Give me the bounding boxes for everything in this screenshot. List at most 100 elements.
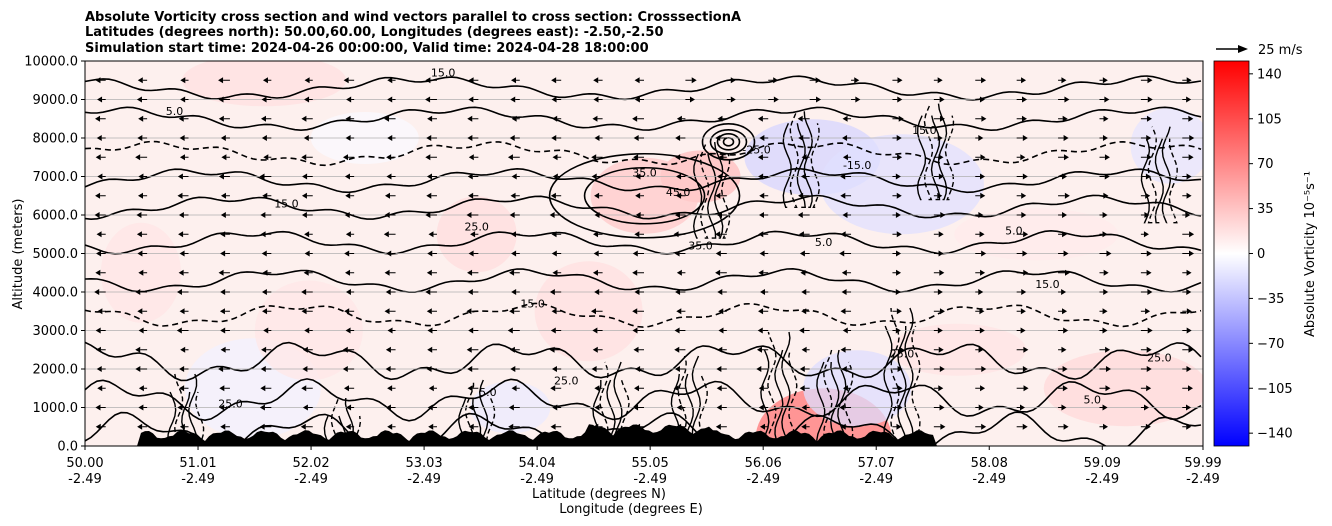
wind-vector-head — [632, 269, 638, 276]
wind-vector-head — [345, 231, 351, 238]
contour-cluster-line — [620, 379, 630, 446]
wind-vector-head — [511, 115, 517, 122]
wind-vector-head — [260, 212, 266, 218]
wind-vector-head — [385, 346, 391, 353]
plot-area: 15.0 25.0 15.0 35.0 45.0 5.0 15.0 5.0 15.0 25.0 25… — [84, 60, 1204, 447]
contour-label: 5.0 — [479, 386, 497, 399]
wind-vector-head — [978, 212, 984, 218]
wind-vector-head — [1062, 115, 1068, 122]
wind-vector-head — [1186, 423, 1192, 430]
wind-vector-head — [177, 404, 183, 411]
wind-vector-head — [939, 366, 945, 372]
contour-line — [85, 411, 1202, 446]
wind-vector-head — [1144, 212, 1150, 218]
contour-labels: 15.0 25.0 15.0 35.0 45.0 5.0 15.0 5.0 15.0 25.0 25… — [166, 66, 1172, 410]
wind-vector-head — [1102, 231, 1108, 238]
wind-vector-head — [301, 192, 307, 199]
wind-vector-head — [551, 308, 557, 315]
wind-vector-head — [135, 154, 141, 161]
colorbar-gradient — [1213, 60, 1250, 447]
wind-vector-head — [981, 115, 987, 122]
x-tick-label-latitude: 53.03 — [405, 456, 442, 471]
contour-cluster-line — [1168, 138, 1178, 224]
wind-vector-head — [634, 385, 640, 392]
wind-vector-head — [939, 269, 945, 276]
contour-cluster-line — [677, 355, 688, 446]
wind-vector-head — [1186, 96, 1192, 103]
wind-vector-head — [220, 423, 226, 430]
x-tick-label-latitude: 58.08 — [971, 456, 1008, 471]
wind-vector-head — [898, 115, 904, 122]
wind-vector-head — [1146, 135, 1152, 141]
wind-vector-head — [718, 327, 724, 334]
wind-vector-head — [180, 96, 186, 103]
wind-vector-head — [1103, 289, 1109, 295]
wind-vector-head — [552, 269, 558, 276]
wind-vector-head — [1063, 135, 1069, 141]
wind-vector-head — [840, 231, 846, 238]
colorbar-ticks: −140 −105 −70 −35 0 35 70 105 140 — [1249, 67, 1293, 442]
wind-vector-head — [592, 115, 598, 122]
wind-vector-head — [756, 366, 762, 372]
wind-vector-head — [177, 173, 183, 180]
wind-vector-head — [1064, 192, 1070, 199]
wind-vector-head — [466, 308, 472, 315]
wind-vector-head — [95, 154, 101, 161]
wind-vector-head — [980, 154, 986, 161]
wind-vector-head — [137, 192, 143, 199]
wind-vector-head — [426, 269, 432, 276]
wind-vector-head — [468, 154, 474, 161]
wind-vector-head — [510, 231, 516, 238]
wind-vector-head — [1146, 269, 1152, 276]
wind-vector-head — [263, 154, 269, 161]
x-tick-label-latitude: 56.06 — [745, 456, 782, 471]
wind-vector-head — [1147, 96, 1153, 103]
wind-vector-head — [1186, 308, 1192, 315]
wind-vector-head — [260, 385, 266, 392]
wind-vector-head — [840, 308, 846, 315]
wind-vector-head — [634, 96, 640, 103]
wind-vector-head — [260, 366, 266, 372]
wind-vector-head — [345, 327, 351, 334]
wind-vector-head — [674, 327, 680, 334]
wind-vector-head — [895, 289, 901, 295]
wind-vector-head — [1062, 308, 1068, 315]
wind-vector-head — [715, 423, 721, 430]
contour-label: -25.0 — [742, 143, 770, 156]
contour-line — [85, 341, 1202, 382]
wind-vector-head — [1105, 346, 1111, 353]
wind-vector-head — [676, 192, 682, 199]
wind-vector-head — [896, 135, 902, 141]
wind-vector-head — [676, 115, 682, 122]
wind-vector-head — [219, 404, 225, 411]
wind-vector-head — [345, 269, 351, 276]
wind-vector-head — [385, 404, 391, 411]
wind-vector-head — [301, 212, 307, 218]
wind-vector-head — [715, 192, 721, 199]
wind-vector-head — [896, 231, 902, 238]
contour-label: 15.0 — [520, 297, 545, 310]
wind-vector-head — [1146, 346, 1152, 353]
wind-vector-head — [303, 269, 309, 276]
wind-vector-head — [384, 212, 390, 218]
wind-vector-head — [136, 96, 142, 103]
wind-vector-head — [427, 346, 433, 353]
contour-label: 5.0 — [815, 236, 833, 249]
wind-vector-head — [1022, 250, 1028, 257]
contour-label: 25.0 — [218, 398, 243, 411]
wind-vector-head — [550, 423, 556, 430]
wind-vector-head — [1143, 231, 1149, 238]
wind-vector-head — [1106, 250, 1112, 257]
wind-vector-head — [592, 269, 598, 276]
wind-vector-head — [552, 154, 558, 161]
wind-vector-head — [425, 77, 431, 84]
wind-vector-head — [510, 192, 516, 199]
wind-vector-head — [551, 366, 557, 372]
wind-vector-head — [549, 289, 555, 295]
wind-vector-head — [95, 404, 101, 411]
contour-cluster-line — [803, 111, 813, 208]
wind-vector-head — [1145, 308, 1151, 315]
wind-vector-head — [716, 404, 722, 411]
y-tick-label: 0.0 — [57, 440, 78, 455]
wind-vector-head — [632, 308, 638, 315]
